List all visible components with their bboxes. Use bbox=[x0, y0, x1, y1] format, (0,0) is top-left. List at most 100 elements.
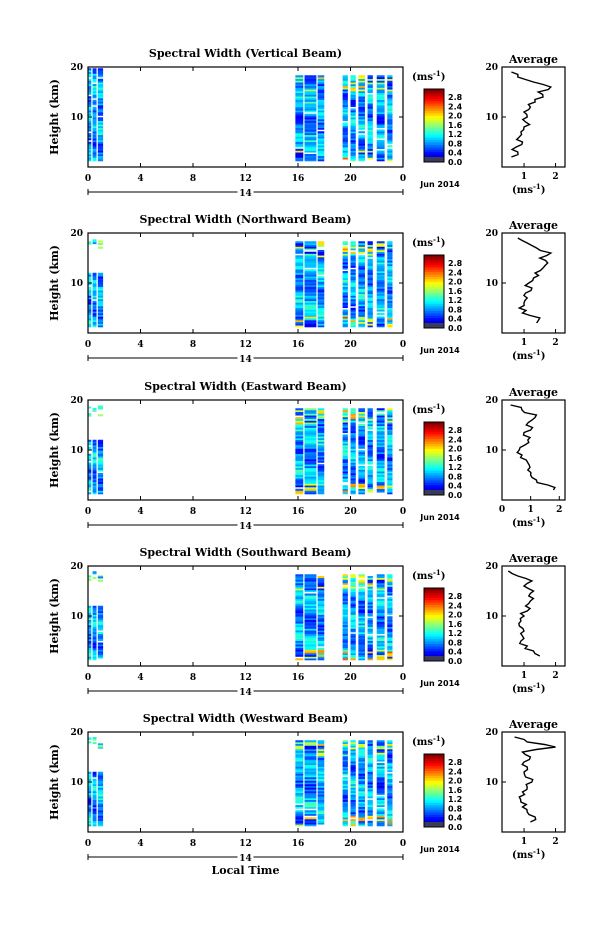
heatmap-cell bbox=[376, 243, 385, 246]
heatmap-cell bbox=[342, 431, 348, 434]
average-x-label: (ms-1) bbox=[512, 348, 545, 362]
heatmap-cell bbox=[97, 575, 104, 578]
heatmap-cell bbox=[92, 791, 97, 794]
heatmap-cell bbox=[358, 432, 365, 435]
heatmap-cell bbox=[92, 276, 97, 279]
heatmap-cell bbox=[376, 775, 385, 778]
heatmap-cell bbox=[88, 812, 92, 815]
heatmap-cell bbox=[88, 656, 92, 659]
heatmap-cell bbox=[295, 446, 304, 449]
heatmap-cell bbox=[367, 770, 373, 773]
heatmap-cell bbox=[387, 323, 393, 326]
heatmap-cell bbox=[367, 745, 373, 748]
heatmap-cell bbox=[295, 316, 304, 319]
heatmap-cell bbox=[317, 581, 325, 584]
colorbar-swatch bbox=[424, 441, 444, 445]
heatmap-cell bbox=[295, 154, 304, 157]
heatmap-cell bbox=[342, 286, 348, 289]
heatmap-cell bbox=[367, 307, 373, 310]
average-y-tick-label: 10 bbox=[485, 113, 498, 123]
heatmap-cell bbox=[358, 460, 365, 463]
heatmap-cell bbox=[97, 126, 104, 129]
heatmap-cell bbox=[350, 300, 356, 303]
heatmap-cell bbox=[295, 276, 304, 279]
heatmap-cell bbox=[88, 808, 92, 811]
heatmap-cell bbox=[97, 799, 104, 802]
heatmap-cell bbox=[387, 639, 393, 642]
colorbar-swatch bbox=[424, 802, 444, 806]
heatmap-cell bbox=[376, 279, 385, 282]
heatmap-cell bbox=[342, 96, 348, 99]
x-tick-label: 12 bbox=[239, 174, 252, 184]
heatmap-cell bbox=[358, 602, 365, 605]
heatmap-cell bbox=[304, 747, 317, 750]
colorbar-swatch bbox=[424, 149, 444, 153]
heatmap-cell bbox=[376, 113, 385, 116]
heatmap-cell bbox=[317, 320, 325, 323]
heatmap-cell bbox=[350, 653, 356, 656]
heatmap-cell bbox=[367, 462, 373, 465]
heatmap-cell bbox=[92, 448, 97, 451]
heatmap-cell bbox=[317, 457, 325, 460]
heatmap-cell bbox=[295, 590, 304, 593]
heatmap-cell bbox=[304, 138, 317, 141]
heatmap-cell bbox=[342, 756, 348, 759]
heatmap-cell bbox=[358, 77, 365, 80]
panel-title: Spectral Width (Westward Beam) bbox=[143, 712, 348, 725]
heatmap-cell bbox=[358, 255, 365, 258]
heatmap-cell bbox=[358, 771, 365, 774]
heatmap-cell bbox=[358, 124, 365, 127]
heatmap-cell bbox=[88, 773, 92, 776]
heatmap-cell bbox=[317, 770, 325, 773]
heatmap-cell bbox=[358, 126, 365, 129]
heatmap-cell bbox=[295, 241, 304, 244]
heatmap-cell bbox=[317, 609, 325, 612]
average-x-label: (ms-1) bbox=[512, 515, 545, 529]
heatmap-cell bbox=[367, 91, 373, 94]
heatmap-cell bbox=[350, 761, 356, 764]
heatmap-cell bbox=[358, 480, 365, 483]
heatmap-cell bbox=[304, 127, 317, 130]
heatmap-cell bbox=[342, 806, 348, 809]
heatmap-cell bbox=[367, 771, 373, 774]
heatmap-cell bbox=[358, 258, 365, 261]
heatmap-cell bbox=[97, 325, 104, 328]
heatmap-cell bbox=[367, 591, 373, 594]
heatmap-cell bbox=[358, 749, 365, 752]
heatmap-cell bbox=[317, 297, 325, 300]
colorbar-tick-label: 0.8 bbox=[448, 804, 463, 813]
heatmap-cell bbox=[304, 740, 317, 743]
heatmap-cell bbox=[367, 408, 373, 411]
heatmap-cell bbox=[376, 131, 385, 134]
heatmap-cell bbox=[376, 466, 385, 469]
heatmap-cell bbox=[317, 133, 325, 136]
heatmap-cell bbox=[304, 480, 317, 483]
heatmap-cell bbox=[358, 323, 365, 326]
colorbar-unit: (ms-1) bbox=[412, 402, 445, 416]
heatmap-cell bbox=[376, 262, 385, 265]
heatmap-cell bbox=[97, 101, 104, 104]
heatmap-cell bbox=[295, 98, 304, 101]
heatmap-cell bbox=[342, 750, 348, 753]
heatmap-cell bbox=[358, 588, 365, 591]
heatmap-cell bbox=[342, 649, 348, 652]
heatmap-cell bbox=[304, 89, 317, 92]
heatmap-cell bbox=[358, 278, 365, 281]
heatmap-cell bbox=[342, 780, 348, 783]
heatmap-cell bbox=[304, 623, 317, 626]
heatmap-cell bbox=[317, 141, 325, 144]
heatmap-cell bbox=[376, 771, 385, 774]
heatmap-cell bbox=[97, 623, 104, 626]
heatmap-cell bbox=[342, 611, 348, 614]
heatmap-cell bbox=[350, 258, 356, 261]
heatmap-cell bbox=[376, 632, 385, 635]
heatmap-cell bbox=[92, 492, 97, 495]
heatmap-cell bbox=[358, 478, 365, 481]
heatmap-cell bbox=[92, 635, 97, 638]
heatmap-cell bbox=[387, 413, 393, 416]
heatmap-cell bbox=[350, 471, 356, 474]
heatmap-cell bbox=[358, 469, 365, 472]
heatmap-cell bbox=[387, 436, 393, 439]
heatmap-cell bbox=[367, 134, 373, 137]
heatmap-cell bbox=[358, 810, 365, 813]
